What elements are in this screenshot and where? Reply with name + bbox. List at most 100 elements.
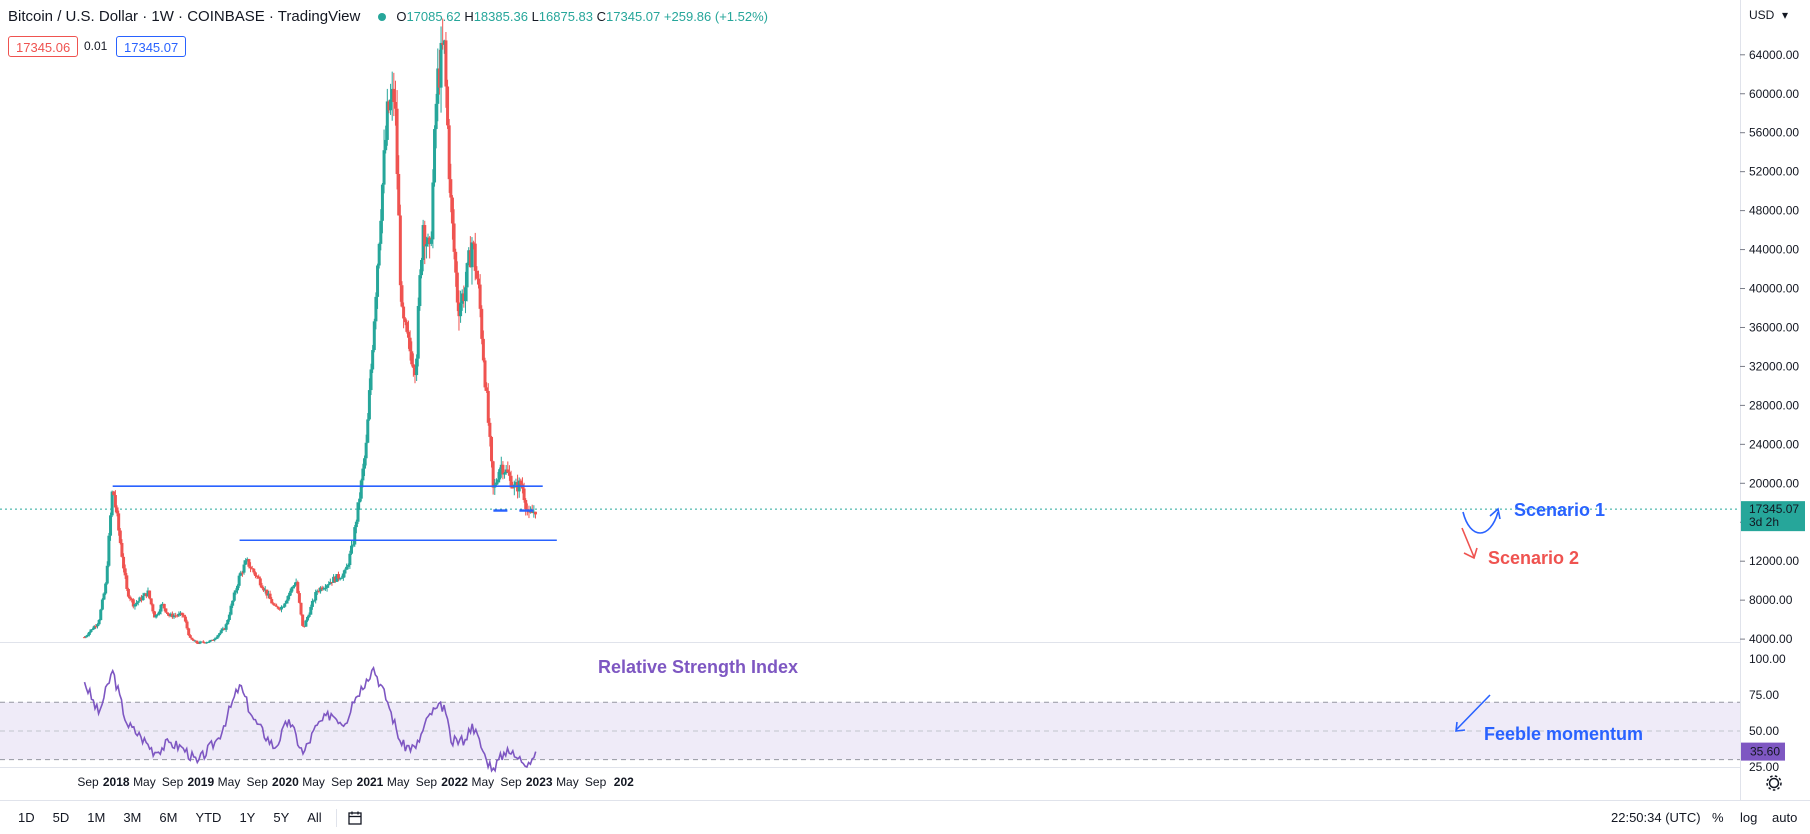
candle-body — [130, 598, 134, 600]
candle-body — [268, 593, 272, 600]
candle-body — [393, 102, 397, 109]
candle-body — [340, 577, 344, 579]
percent-toggle[interactable]: % — [1712, 810, 1724, 825]
rsi-current-label — [1741, 742, 1785, 761]
rsi-line — [83, 665, 537, 773]
timeframe-6m[interactable]: 6M — [159, 810, 178, 825]
candle-body — [364, 442, 368, 459]
candle-body — [444, 40, 448, 87]
candles-layer[interactable] — [82, 18, 537, 645]
buy-price-button[interactable]: 17345.07 — [116, 36, 187, 57]
timeframe-ytd[interactable]: YTD — [195, 810, 222, 825]
candle-body — [312, 600, 316, 602]
candle-body — [384, 139, 388, 151]
candle-body — [354, 521, 358, 528]
candle-body — [434, 103, 438, 130]
candle-body — [382, 150, 386, 185]
candle-body — [380, 184, 384, 221]
candle-body — [162, 603, 166, 609]
chevron-down-icon[interactable]: ▾ — [1782, 8, 1788, 22]
low-value: 16875.83 — [538, 9, 594, 24]
scenario2-label: Scenario 2 — [1488, 548, 1580, 568]
timeframe-1y[interactable]: 1Y — [239, 810, 256, 825]
candle-body — [128, 596, 132, 599]
currency-label[interactable]: USD — [1749, 8, 1775, 22]
candle-body — [403, 318, 407, 323]
calendar-range-icon[interactable] — [347, 810, 363, 826]
candle-body — [255, 575, 259, 577]
candle-body — [367, 390, 371, 420]
candle-body — [436, 68, 440, 104]
candle-body — [418, 275, 422, 306]
candle-body — [200, 641, 204, 643]
candle-body — [253, 572, 257, 576]
time-tick-label: Sep — [585, 775, 607, 789]
candle-body — [154, 614, 158, 618]
candle-body — [377, 243, 381, 266]
time-tick-label: 2018 — [103, 775, 130, 789]
timeframe-1d[interactable]: 1D — [18, 810, 35, 825]
time-tick-label: 2022 — [441, 775, 468, 789]
sell-price-button[interactable]: 17345.06 — [8, 36, 79, 57]
time-tick-label: Sep — [247, 775, 269, 789]
candle-body — [491, 461, 495, 488]
candle-body — [348, 553, 352, 566]
timeframe-5y[interactable]: 5Y — [273, 810, 290, 825]
rsi-tick-label: 100.00 — [1749, 652, 1786, 666]
last-price-label — [1741, 501, 1805, 532]
candle-body — [249, 566, 253, 569]
candle-body — [413, 367, 417, 376]
candle-body — [87, 632, 91, 635]
candle-body — [424, 244, 428, 247]
candle-body — [226, 619, 230, 625]
candle-body — [188, 635, 192, 638]
candle-body — [209, 639, 213, 641]
timeframe-3m[interactable]: 3M — [123, 810, 142, 825]
candle-body — [472, 242, 476, 244]
candle-body — [96, 624, 100, 627]
candle-body — [319, 587, 323, 592]
candle-body — [333, 576, 337, 582]
time-axis[interactable]: Sep 2018 May Sep 2019 May Sep 2020 May Sep 2021 May… — [77, 775, 634, 789]
candle-body — [174, 615, 178, 617]
levels-layer[interactable] — [112, 485, 557, 542]
candle-body — [374, 296, 378, 322]
candle-body — [260, 585, 264, 589]
log-toggle[interactable]: log — [1740, 810, 1758, 825]
chart-svg[interactable]: 4000.008000.0012000.0016000.0020000.0024… — [0, 0, 1810, 800]
candle-body — [532, 511, 536, 514]
time-tick-label: 2023 — [526, 775, 553, 789]
utc-clock[interactable]: 22:50:34 (UTC) — [1611, 810, 1701, 825]
candle-body — [276, 606, 280, 609]
time-tick-label: Sep — [500, 775, 522, 789]
candle-body — [379, 220, 383, 244]
candle-body — [533, 511, 537, 515]
candle-body — [301, 614, 305, 626]
candle-body — [341, 573, 345, 578]
candle-body — [480, 308, 484, 339]
time-tick-label: Sep — [77, 775, 99, 789]
candle-body — [338, 578, 342, 580]
candle-body — [169, 613, 173, 616]
scenario1-label: Scenario 1 — [1514, 500, 1606, 520]
price-axis[interactable]: 4000.008000.0012000.0016000.0020000.0024… — [1740, 48, 1799, 646]
candle-body — [343, 569, 347, 574]
candle-body — [167, 614, 171, 616]
market-status-icon[interactable] — [378, 12, 387, 21]
auto-toggle[interactable]: auto — [1772, 810, 1798, 825]
candle-body — [463, 287, 467, 302]
toolbar-divider — [335, 808, 337, 827]
candle-body — [245, 559, 249, 561]
candle-body — [118, 530, 122, 543]
timeframe-all[interactable]: All — [307, 810, 322, 825]
candle-body — [266, 593, 270, 596]
timeframe-1m[interactable]: 1M — [87, 810, 106, 825]
symbol-title[interactable]: Bitcoin / U.S. Dollar · 1W · COINBASE · … — [8, 8, 361, 25]
candle-body — [164, 608, 168, 613]
candle-body — [281, 606, 285, 608]
candle-body — [387, 101, 391, 111]
timeframe-5d[interactable]: 5D — [52, 810, 70, 825]
gear-icon[interactable] — [1766, 775, 1782, 791]
time-tick-label: May — [471, 775, 494, 789]
candle-body — [232, 592, 236, 601]
